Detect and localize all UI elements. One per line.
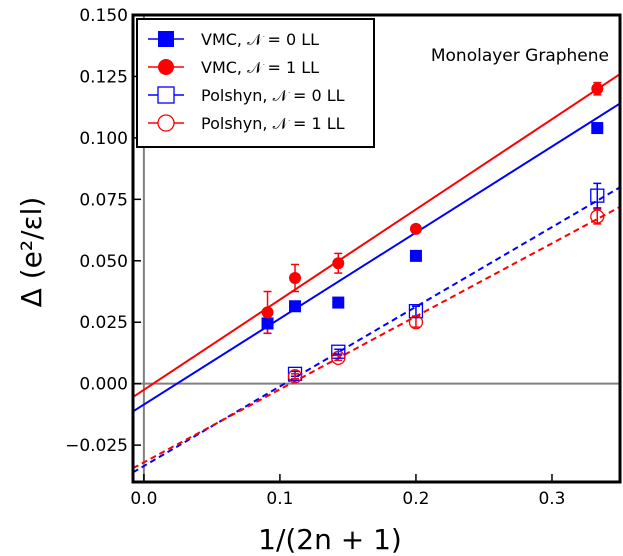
data-point-series-0	[409, 249, 422, 262]
x-axis-label: 1/(2n + 1)	[258, 523, 402, 556]
data-point-series-1	[289, 271, 302, 284]
legend: VMC, 𝒩 = 0 LL VMC, 𝒩 = 1 LL Polshyn, 𝒩 = 0…	[136, 18, 375, 148]
legend-label-series-1: VMC, 𝒩 = 1 LL	[201, 58, 319, 77]
x-tick-label: 0.0	[130, 489, 157, 509]
data-point-series-0	[332, 296, 345, 309]
data-point-series-2	[331, 344, 346, 359]
data-point-series-1	[261, 306, 274, 319]
y-tick-label: 0.125	[79, 67, 128, 87]
x-tick-label: 0.2	[402, 489, 429, 509]
data-point-series-1	[409, 222, 422, 235]
legend-marker-series-1	[158, 59, 174, 75]
chart-annotation: Monolayer Graphene	[431, 46, 609, 66]
y-tick-label: −0.025	[65, 436, 128, 456]
legend-marker-series-3	[157, 114, 175, 132]
data-point-series-3	[331, 350, 346, 366]
legend-label-series-3: Polshyn, 𝒩 = 1 LL	[201, 114, 345, 133]
x-tick-label: 0.1	[266, 489, 293, 509]
legend-marker-series-0	[158, 31, 174, 47]
data-point-series-0	[591, 122, 604, 135]
data-point-series-3	[590, 209, 605, 224]
legend-marker-series-2	[157, 86, 175, 104]
y-tick-label: 0.000	[79, 375, 128, 395]
y-axis-label: Δ (e²/εl)	[15, 197, 48, 308]
plot-frame	[131, 13, 622, 484]
fit-line-series-1	[133, 73, 620, 398]
fit-line-series-0	[133, 102, 620, 413]
fit-lines	[133, 73, 620, 474]
fit-line-series-3	[133, 205, 620, 470]
data-point-series-1	[591, 82, 604, 95]
legend-label-series-0: VMC, 𝒩 = 0 LL	[201, 30, 319, 49]
legend-box	[136, 18, 375, 148]
y-tick-label: 0.150	[79, 6, 128, 26]
data-point-series-2	[408, 304, 424, 319]
y-tick-label: 0.050	[79, 252, 128, 272]
data-point-series-2	[590, 188, 605, 203]
y-tick-label: 0.025	[79, 313, 128, 333]
data-point-series-0	[261, 317, 274, 330]
data-point-series-0	[289, 300, 302, 313]
legend-label-series-2: Polshyn, 𝒩 = 0 LL	[201, 86, 345, 105]
data-point-series-3	[408, 315, 424, 330]
x-tick-label: 0.3	[538, 489, 565, 509]
data-points	[261, 82, 605, 384]
y-tick-label: 0.075	[79, 190, 128, 210]
data-point-series-3	[287, 369, 303, 384]
y-tick-label: 0.100	[79, 129, 128, 149]
axis-ticks: −0.025 0.000 0.025 0.050 0.075 0.100 0.125 0.15…	[65, 6, 565, 509]
data-point-series-1	[332, 257, 345, 270]
